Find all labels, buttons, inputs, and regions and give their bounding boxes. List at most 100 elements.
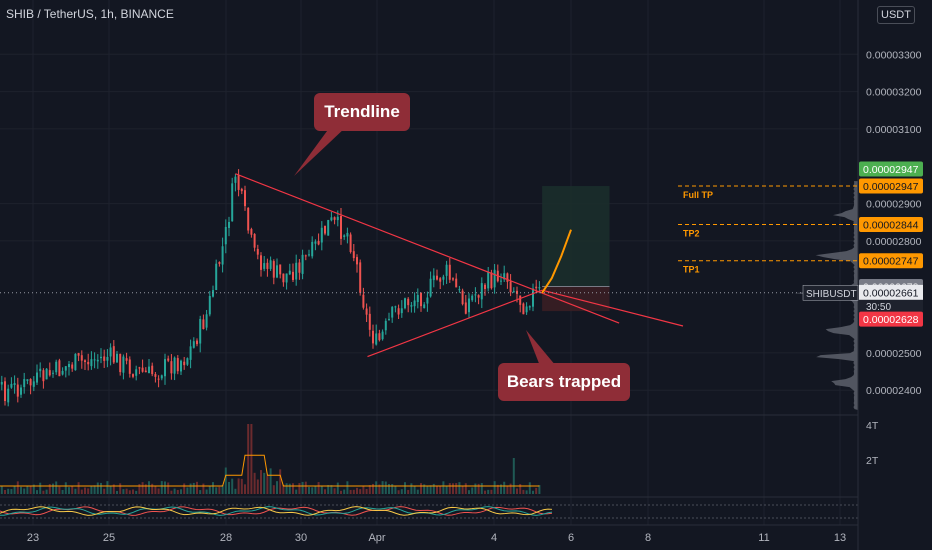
candle-body-37 bbox=[74, 353, 77, 371]
volume-bar-153 bbox=[445, 486, 448, 494]
volume-axis-label: 2T bbox=[866, 455, 879, 467]
volume-bar-82 bbox=[218, 486, 221, 494]
candle-body-40 bbox=[84, 360, 86, 362]
price-tag-tp2: 0.00002844 bbox=[863, 219, 919, 231]
volume-bar-49 bbox=[112, 484, 115, 494]
volume-bar-15 bbox=[4, 489, 6, 494]
candle-body-39 bbox=[80, 355, 83, 361]
candle-body-153 bbox=[445, 264, 448, 276]
candle-body-67 bbox=[170, 361, 173, 374]
candle-body-97 bbox=[266, 262, 269, 269]
volume-bar-40 bbox=[84, 487, 86, 494]
candle-body-91 bbox=[247, 207, 250, 231]
candle-body-145 bbox=[420, 292, 422, 307]
candle-body-28 bbox=[45, 368, 48, 380]
volume-bar-105 bbox=[292, 483, 294, 494]
candle-body-152 bbox=[442, 276, 445, 280]
candle-body-57 bbox=[138, 367, 141, 369]
candle-body-50 bbox=[116, 353, 118, 363]
candle-body-144 bbox=[416, 294, 419, 303]
candle-body-93 bbox=[253, 234, 256, 248]
candle-body-88 bbox=[237, 175, 240, 190]
candle-body-128 bbox=[365, 308, 368, 315]
volume-bar-73 bbox=[189, 483, 192, 494]
volume-bar-165 bbox=[484, 490, 486, 494]
volume-bar-101 bbox=[279, 469, 282, 494]
candle-body-45 bbox=[100, 356, 102, 359]
candle-body-154 bbox=[448, 264, 451, 280]
volume-bar-125 bbox=[356, 487, 358, 494]
candle-body-172 bbox=[506, 273, 509, 282]
candle-body-164 bbox=[480, 283, 483, 300]
volume-bar-46 bbox=[103, 488, 106, 494]
candle-body-149 bbox=[432, 275, 435, 281]
candles bbox=[0, 169, 541, 407]
volume-bar-26 bbox=[39, 482, 42, 494]
candle-body-129 bbox=[368, 313, 371, 330]
volume-bar-140 bbox=[404, 482, 406, 494]
volume-bar-86 bbox=[231, 478, 234, 494]
symbol-header[interactable]: SHIB / TetherUS, 1h, BINANCE bbox=[6, 7, 174, 21]
volume-bar-143 bbox=[413, 486, 416, 494]
volume-bar-113 bbox=[317, 482, 320, 494]
volume-bar-96 bbox=[263, 472, 266, 494]
candle-body-49 bbox=[112, 346, 115, 363]
price-tag-target: 0.00002947 bbox=[863, 164, 919, 176]
currency-selector[interactable]: USDT bbox=[877, 6, 915, 24]
price-tag-stop-bg bbox=[859, 311, 923, 327]
candle-body-178 bbox=[525, 306, 528, 313]
volume-bar-174 bbox=[512, 458, 515, 494]
volume-bar-164 bbox=[480, 483, 483, 494]
volume-bar-106 bbox=[295, 489, 298, 494]
last-price-tag: 0.00002661 bbox=[863, 287, 919, 299]
volume-bar-24 bbox=[32, 484, 35, 494]
volume-bar-99 bbox=[272, 485, 275, 494]
candle-body-117 bbox=[330, 217, 333, 221]
candle-body-78 bbox=[205, 314, 208, 328]
candle-body-124 bbox=[352, 251, 355, 259]
candle-body-84 bbox=[224, 226, 227, 245]
y-tick-label: 0.00002400 bbox=[866, 385, 922, 397]
volume-bar-14 bbox=[0, 485, 3, 494]
candle-body-60 bbox=[148, 366, 150, 374]
candle-body-70 bbox=[180, 360, 182, 372]
full-tp-label: Full TP bbox=[683, 190, 713, 200]
volume-bar-31 bbox=[55, 481, 58, 494]
candle-body-108 bbox=[301, 254, 304, 274]
symbol-tag: SHIBUSDT bbox=[806, 289, 857, 300]
candle-body-160 bbox=[468, 298, 470, 313]
volume-ma-line bbox=[0, 454, 540, 487]
candle-body-182 bbox=[538, 287, 541, 289]
y-tick-label: 0.00003300 bbox=[866, 49, 922, 61]
candle-body-77 bbox=[202, 319, 205, 330]
candle-body-17 bbox=[10, 383, 13, 388]
candle-body-113 bbox=[317, 241, 320, 245]
volume-bar-158 bbox=[461, 486, 464, 494]
x-tick-label: 25 bbox=[103, 532, 115, 544]
candle-body-16 bbox=[7, 388, 10, 403]
volume-bar-97 bbox=[266, 475, 269, 494]
candle-body-110 bbox=[308, 254, 310, 256]
candle-body-72 bbox=[186, 358, 189, 365]
indicator-pane bbox=[0, 496, 858, 526]
volume-bar-168 bbox=[493, 481, 496, 494]
candle-body-101 bbox=[279, 264, 282, 275]
volume-bar-35 bbox=[68, 487, 70, 494]
volume-bar-89 bbox=[240, 478, 243, 494]
candle-body-100 bbox=[276, 265, 278, 278]
candle-body-15 bbox=[4, 381, 6, 402]
volume-bar-166 bbox=[487, 489, 490, 494]
candle-body-156 bbox=[455, 278, 458, 288]
volume-bar-180 bbox=[532, 490, 534, 494]
candle-body-48 bbox=[109, 347, 112, 357]
volume-bar-17 bbox=[10, 489, 13, 494]
volume-bar-154 bbox=[448, 483, 451, 494]
volume-bar-178 bbox=[525, 490, 528, 494]
y-tick-label: 0.00002500 bbox=[866, 348, 922, 360]
trendline-lower bbox=[367, 289, 543, 358]
volume-bar-109 bbox=[304, 481, 307, 494]
volume-bar-65 bbox=[164, 481, 166, 494]
candle-body-89 bbox=[240, 188, 243, 192]
countdown-tag: 30:50 bbox=[866, 302, 891, 313]
